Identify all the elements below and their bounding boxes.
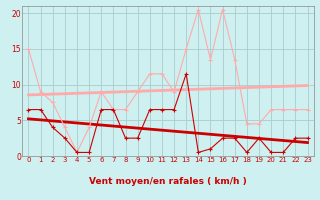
X-axis label: Vent moyen/en rafales ( km/h ): Vent moyen/en rafales ( km/h ) [89,177,247,186]
